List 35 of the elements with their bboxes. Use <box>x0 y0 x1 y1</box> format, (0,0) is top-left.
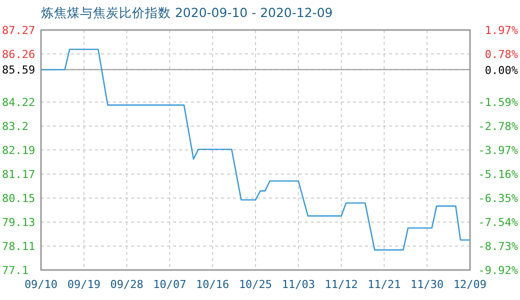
y2-tick-label: -2.78% <box>478 120 518 133</box>
x-tick-label: 11/12 <box>324 278 358 291</box>
y-tick-label: 86.26 <box>2 48 36 61</box>
x-tick-label: 09/19 <box>67 278 100 291</box>
x-tick-label: 09/10 <box>24 278 58 291</box>
chart-title: 炼焦煤与焦炭比价指数 2020-09-10 - 2020-12-09 <box>41 5 333 20</box>
y-tick-label: 85.59 <box>2 64 36 77</box>
y-tick-label: 87.27 <box>2 24 36 37</box>
y2-tick-label: -8.73% <box>478 240 518 253</box>
x-tick-label: 10/07 <box>153 278 186 291</box>
y2-tick-label: -3.97% <box>478 144 518 157</box>
x-tick-label: 10/25 <box>238 278 272 291</box>
line-series <box>40 48 471 251</box>
y-tick-label: 83.2 <box>2 120 28 134</box>
y-tick-label: 78.11 <box>2 240 36 254</box>
y2-tick-label: 0.00% <box>484 64 518 77</box>
y-tick-label: 80.15 <box>2 192 36 206</box>
y2-tick-label: -6.35% <box>478 192 518 205</box>
y-tick-label: 84.22 <box>2 96 36 109</box>
y2-tick-label: -5.16% <box>478 168 518 181</box>
x-tick-label: 09/28 <box>110 278 144 291</box>
y-tick-label: 82.19 <box>2 144 36 157</box>
x-tick-label: 11/03 <box>282 278 315 291</box>
y2-tick-label: -1.59% <box>478 96 518 109</box>
x-tick-label: 11/30 <box>410 278 444 291</box>
y-tick-label: 81.17 <box>2 168 36 181</box>
y2-tick-label: -7.54% <box>478 216 518 229</box>
y2-tick-label: 1.97% <box>484 24 518 37</box>
x-tick-label: 11/21 <box>368 278 401 291</box>
y-tick-label: 77.1 <box>2 264 28 277</box>
x-tick-label: 12/09 <box>453 278 487 291</box>
y2-tick-label: 0.78% <box>484 48 518 62</box>
y2-tick-label: -9.92% <box>478 264 518 277</box>
x-tick-label: 10/16 <box>196 278 230 291</box>
y-tick-label: 79.13 <box>2 216 36 230</box>
